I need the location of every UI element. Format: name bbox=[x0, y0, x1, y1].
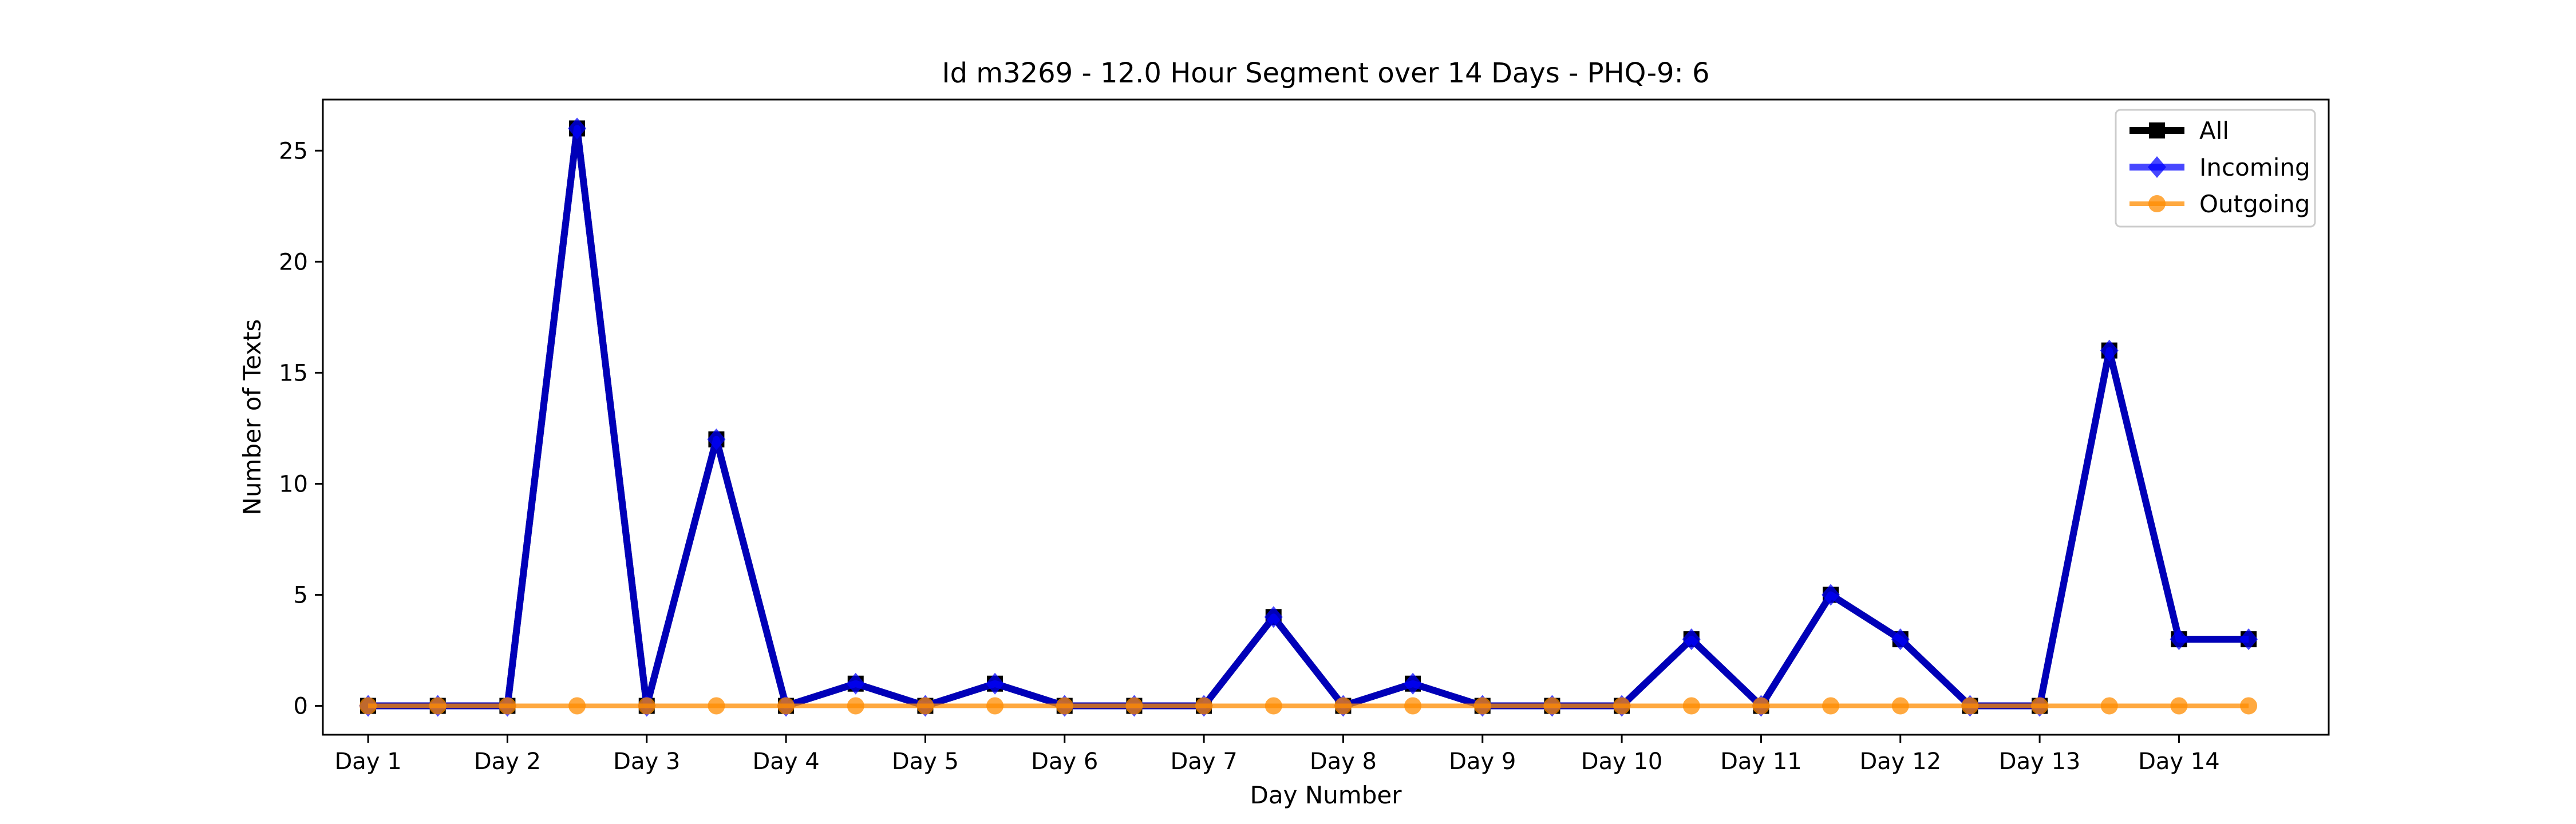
legend-label: Outgoing bbox=[2199, 190, 2310, 218]
data-point-diamond bbox=[2239, 628, 2258, 651]
data-point-diamond bbox=[846, 672, 865, 695]
x-tick-label: Day 7 bbox=[1171, 748, 1238, 775]
y-tick-label: 5 bbox=[294, 582, 308, 608]
data-point-circle bbox=[2240, 697, 2258, 715]
x-tick-label: Day 6 bbox=[1031, 748, 1098, 775]
x-tick-label: Day 12 bbox=[1859, 748, 1941, 775]
data-point-circle bbox=[1473, 697, 1491, 715]
x-tick-label: Day 8 bbox=[1310, 748, 1377, 775]
y-axis-label: Number of Texts bbox=[238, 319, 266, 516]
series-outgoing bbox=[359, 697, 2258, 715]
data-point-diamond bbox=[707, 428, 726, 450]
data-point-circle bbox=[847, 697, 864, 715]
data-point-circle bbox=[1752, 697, 1770, 715]
data-point-circle bbox=[1822, 697, 1840, 715]
data-point-diamond bbox=[2100, 339, 2119, 362]
data-point-circle bbox=[1543, 697, 1561, 715]
x-tick-label: Day 5 bbox=[892, 748, 959, 775]
data-point-diamond bbox=[2170, 628, 2188, 651]
x-tick-label: Day 4 bbox=[753, 748, 820, 775]
data-point-circle bbox=[708, 697, 725, 715]
data-point-diamond bbox=[2148, 156, 2166, 178]
y-tick-label: 10 bbox=[279, 471, 308, 497]
y-tick-label: 20 bbox=[279, 249, 308, 275]
data-point-circle bbox=[568, 697, 586, 715]
data-point-circle bbox=[1404, 697, 1422, 715]
x-axis: Day 1 Day 2 Day 3 Day 4 Day 5 Day 6 Day 7 Day 8… bbox=[335, 735, 2220, 775]
legend-box bbox=[2115, 109, 2316, 228]
data-point-circle bbox=[2170, 697, 2188, 715]
data-point-circle bbox=[1125, 697, 1143, 715]
data-point-circle bbox=[1682, 697, 1700, 715]
data-point-diamond bbox=[986, 672, 1005, 695]
data-point-circle bbox=[1334, 697, 1352, 715]
data-point-circle bbox=[1195, 697, 1213, 715]
legend-entry: Outgoing bbox=[2129, 190, 2310, 218]
data-point-circle bbox=[2100, 697, 2118, 715]
series-line bbox=[368, 125, 2249, 710]
data-point-circle bbox=[986, 697, 1004, 715]
data-point-circle bbox=[359, 697, 377, 715]
x-tick-label: Day 13 bbox=[1999, 748, 2081, 775]
data-point-circle bbox=[1613, 697, 1631, 715]
x-tick-label: Day 11 bbox=[1720, 748, 1802, 775]
data-point-circle bbox=[777, 697, 795, 715]
legend-label: All bbox=[2199, 117, 2229, 145]
data-point-circle bbox=[916, 697, 934, 715]
chart-title: Id m3269 - 12.0 Hour Segment over 14 Day… bbox=[942, 57, 1709, 89]
plot-frame bbox=[322, 98, 2330, 736]
legend-entry: All bbox=[2129, 117, 2229, 145]
data-point-circle bbox=[2031, 697, 2049, 715]
data-point-circle bbox=[1056, 697, 1073, 715]
data-point-circle bbox=[429, 697, 447, 715]
y-tick-label: 25 bbox=[279, 138, 308, 164]
data-point-square bbox=[2149, 122, 2165, 138]
legend: All Incoming Outgoing bbox=[2115, 109, 2316, 228]
y-axis: 0 5 10 15 20 25 bbox=[279, 138, 323, 720]
data-point-diamond bbox=[1404, 672, 1423, 695]
legend-label: Incoming bbox=[2199, 153, 2310, 181]
data-point-circle bbox=[1265, 697, 1282, 715]
x-tick-label: Day 1 bbox=[335, 748, 402, 775]
data-point-circle bbox=[2148, 195, 2166, 212]
data-point-diamond bbox=[568, 117, 587, 140]
data-point-diamond bbox=[1682, 628, 1701, 651]
x-tick-label: Day 3 bbox=[613, 748, 680, 775]
data-point-circle bbox=[1891, 697, 1909, 715]
x-tick-label: Day 10 bbox=[1581, 748, 1663, 775]
x-axis-label: Day Number bbox=[1250, 781, 1402, 809]
x-tick-label: Day 14 bbox=[2138, 748, 2220, 775]
series-layer bbox=[359, 117, 2258, 717]
y-tick-label: 15 bbox=[279, 360, 308, 386]
data-point-circle bbox=[1961, 697, 1979, 715]
x-tick-label: Day 2 bbox=[474, 748, 541, 775]
legend-entry: Incoming bbox=[2129, 153, 2310, 181]
x-tick-label: Day 9 bbox=[1449, 748, 1516, 775]
data-point-diamond bbox=[1891, 628, 1910, 651]
data-point-diamond bbox=[1822, 584, 1840, 606]
data-point-circle bbox=[499, 697, 516, 715]
data-point-circle bbox=[638, 697, 655, 715]
data-point-diamond bbox=[1264, 606, 1283, 628]
y-tick-label: 0 bbox=[294, 694, 308, 720]
